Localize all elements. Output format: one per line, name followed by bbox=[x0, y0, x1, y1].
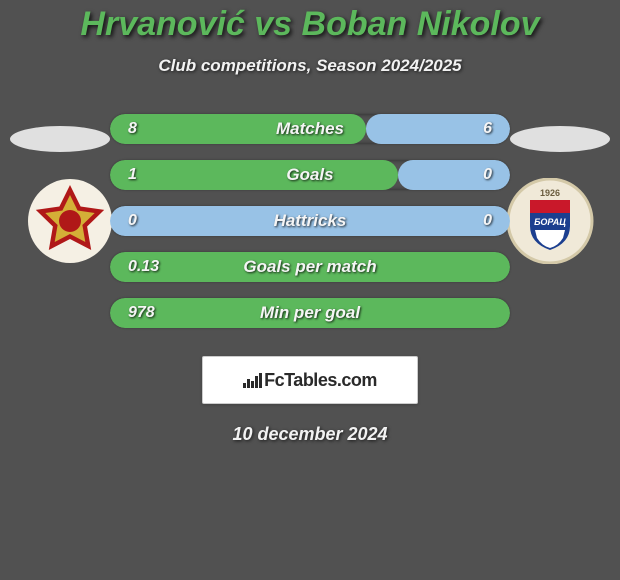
stat-row: 8Matches6 bbox=[110, 114, 510, 144]
logo-text: FcTables.com bbox=[264, 370, 377, 391]
team-right-crest: 1926 БОРАЦ bbox=[500, 178, 600, 264]
chart-icon bbox=[243, 372, 262, 388]
date-text: 10 december 2024 bbox=[232, 424, 387, 445]
stat-label: Goals bbox=[110, 165, 510, 185]
sloboda-crest-icon bbox=[20, 178, 120, 264]
stat-value-right: 0 bbox=[483, 166, 492, 184]
page-title: Hrvanović vs Boban Nikolov bbox=[80, 5, 539, 44]
stat-row: 0.13Goals per match bbox=[110, 252, 510, 282]
crest-text: БОРАЦ bbox=[534, 217, 566, 227]
stat-row: 1Goals0 bbox=[110, 160, 510, 190]
stat-value-right: 6 bbox=[483, 120, 492, 138]
decor-oval-left bbox=[10, 126, 110, 152]
stat-label: Min per goal bbox=[110, 303, 510, 323]
decor-oval-right bbox=[510, 126, 610, 152]
stat-label: Hattricks bbox=[110, 211, 510, 231]
stats-container: 8Matches61Goals00Hattricks00.13Goals per… bbox=[110, 114, 510, 344]
stat-label: Goals per match bbox=[110, 257, 510, 277]
crest-year: 1926 bbox=[540, 188, 560, 198]
borac-crest-icon: 1926 БОРАЦ bbox=[500, 178, 600, 264]
stat-label: Matches bbox=[110, 119, 510, 139]
fctables-logo: FcTables.com bbox=[243, 370, 377, 391]
subtitle: Club competitions, Season 2024/2025 bbox=[158, 56, 461, 76]
team-left-crest bbox=[20, 178, 120, 264]
fctables-logo-box: FcTables.com bbox=[202, 356, 418, 404]
stat-row: 978Min per goal bbox=[110, 298, 510, 328]
stat-row: 0Hattricks0 bbox=[110, 206, 510, 236]
stat-value-right: 0 bbox=[483, 212, 492, 230]
